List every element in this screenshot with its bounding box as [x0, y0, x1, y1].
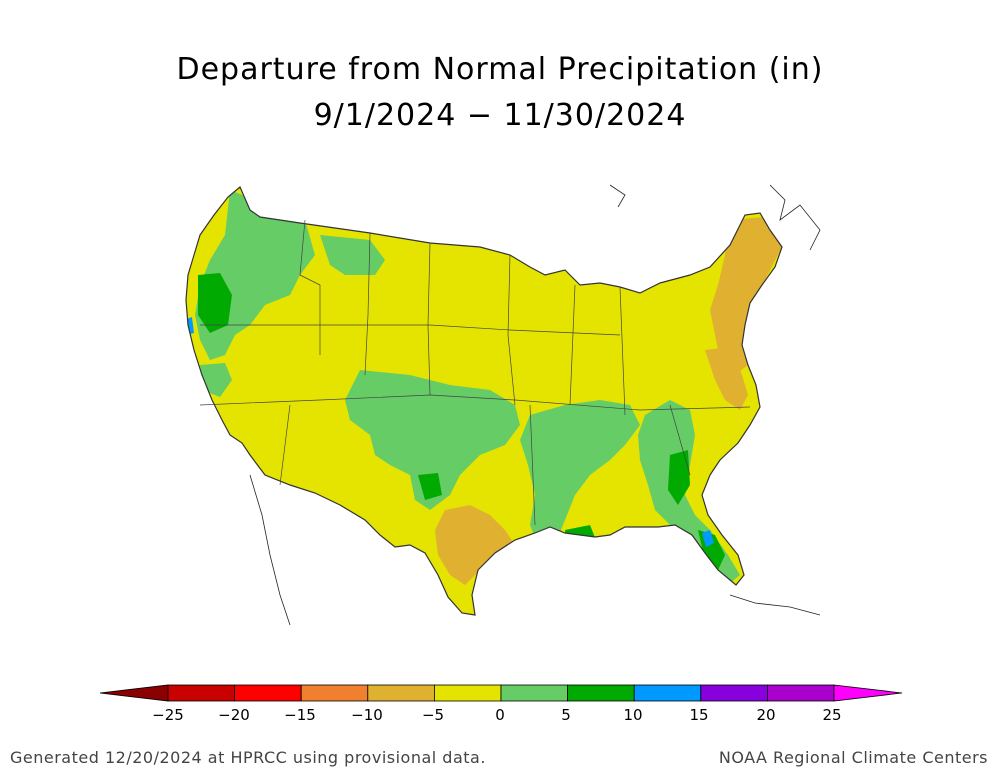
colorbar-tick-label: 15 — [689, 706, 709, 724]
colorbar-bin — [700, 684, 768, 702]
colorbar-tick-label: −10 — [351, 706, 383, 724]
colorbar-bin — [500, 684, 568, 702]
colorbar-bin — [433, 684, 502, 702]
colorbar-tick-label: −25 — [152, 706, 184, 724]
anomaly-region-mid-atlantic-dry — [705, 347, 748, 410]
map-date-range: 9/1/2024 − 11/30/2024 — [313, 98, 687, 133]
anomaly-region-nw-california-strong-wet — [198, 273, 232, 333]
colorbar-bin — [234, 684, 302, 702]
colorbar-bin — [833, 684, 903, 702]
map-title: Departure from Normal Precipitation (in) — [176, 52, 824, 87]
colorbar-bin — [99, 684, 169, 702]
colorbar-tick-label: 25 — [822, 706, 842, 724]
colorbar-tick-label: −15 — [284, 706, 316, 724]
colorbar-tick-label: 5 — [561, 706, 571, 724]
anomaly-region-florida-very-wet — [702, 530, 714, 547]
anomaly-region-central-plains-wet — [345, 370, 520, 510]
anomaly-region-florida-extreme-wet — [650, 529, 659, 538]
generated-note: Generated 12/20/2024 at HPRCC using prov… — [10, 748, 486, 767]
colorbar-bin — [567, 684, 635, 702]
anomaly-region-lower-mississippi-wet — [520, 400, 640, 550]
anomaly-region-northeast-dry — [710, 217, 782, 375]
colorbar-tick-label: 0 — [495, 706, 505, 724]
colorbar-tick-label: 10 — [623, 706, 643, 724]
anomaly-region-georgia-strong-wet — [668, 450, 690, 505]
anomaly-region-texas-dry — [435, 505, 515, 585]
precipitation-departure-map — [185, 184, 860, 626]
credit-text: NOAA Regional Climate Centers — [718, 748, 988, 767]
colorbar-bin — [767, 684, 835, 702]
colorbar-bin — [167, 684, 235, 702]
colorbar-tick-label: −5 — [421, 706, 445, 724]
colorbar-legend — [99, 684, 903, 702]
colorbar-bin — [300, 684, 369, 702]
colorbar-tick-label: 20 — [756, 706, 776, 724]
anomaly-region-nw-montana-wet — [320, 235, 385, 275]
colorbar-bin — [633, 684, 702, 702]
state-boundaries — [199, 219, 751, 526]
colorbar-bin — [367, 684, 435, 702]
anomaly-region-oklahoma-strong-wet — [418, 473, 442, 500]
colorbar-tick-label: −20 — [218, 706, 250, 724]
surrounding-coastlines — [249, 184, 860, 626]
precip-anomaly-fields — [186, 190, 782, 585]
